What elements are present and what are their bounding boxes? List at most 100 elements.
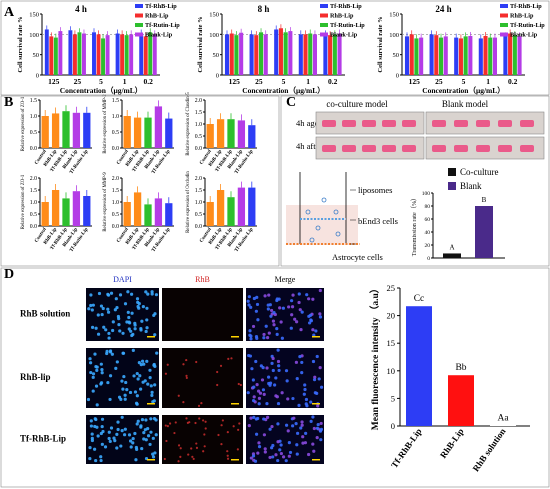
- cell-nucleus: [89, 370, 93, 375]
- bar-Tf-RhB-Lip-1: [298, 34, 303, 75]
- cell-nucleus: [295, 377, 299, 381]
- significance-letter: Aa: [497, 413, 509, 423]
- bar-Blank-Lip: [154, 106, 163, 148]
- cell-nucleus: [145, 359, 149, 363]
- y-tick-label: 1.5: [195, 188, 202, 194]
- cell-nucleus: [138, 374, 142, 378]
- cell-nucleus: [116, 427, 120, 432]
- bar-Tf-Rutin-Lip-0.2: [148, 32, 153, 75]
- cell-nucleus: [149, 430, 153, 434]
- well-sample: [454, 120, 468, 127]
- cell-nucleus: [250, 367, 254, 371]
- cell-nucleus: [263, 294, 267, 298]
- chart-title: 4 h: [75, 4, 87, 14]
- y-tick-label: 80: [425, 204, 431, 210]
- well-sample: [342, 145, 356, 152]
- legend-swatch: [500, 13, 508, 18]
- cell-nucleus: [284, 369, 289, 373]
- y-tick-label: 0: [396, 73, 399, 80]
- bar-RhB-Lip-5: [458, 38, 463, 75]
- cell-nucleus: [118, 329, 122, 333]
- cell-nucleus: [288, 450, 293, 455]
- cell-nucleus: [257, 402, 261, 406]
- bar-Tf-RhB-Lip-0.2: [139, 33, 144, 75]
- cell-nucleus: [266, 303, 270, 307]
- cell-nucleus: [286, 429, 290, 433]
- cell-nucleus: [99, 304, 104, 308]
- bar-Tf-RhB-Lip: [144, 117, 152, 148]
- cell-nucleus: [255, 302, 260, 307]
- cell-nucleus: [308, 321, 312, 325]
- cell-nucleus: [125, 320, 129, 324]
- cell-nucleus: [109, 426, 114, 430]
- cell-nucleus: [134, 458, 138, 462]
- cell-nucleus: [271, 443, 275, 448]
- bar-Tf-RhB-Lip-1: [478, 38, 483, 75]
- x-tick-label: 5: [99, 77, 103, 86]
- cell-nucleus: [220, 443, 223, 446]
- cell-nucleus: [152, 417, 157, 421]
- cell-nucleus: [152, 362, 156, 367]
- survival-chart-8h: 0 50 100 150 125 25 5 1 0.2 8 h Cell survival rate…: [197, 3, 365, 95]
- bar-Blank-Lip: [237, 187, 246, 226]
- cell-nucleus: [135, 422, 139, 426]
- cell-nucleus: [130, 311, 134, 315]
- y-tick-label: 1.0: [112, 114, 119, 120]
- cell-nucleus: [311, 328, 315, 332]
- scale-bar: [231, 336, 239, 338]
- bar-Blank-Lip-125: [419, 37, 424, 75]
- cell-nucleus: [280, 391, 284, 395]
- x-axis-label: Concentration（μg/mL）: [60, 85, 143, 95]
- diagram-label: bEnd3 cells: [358, 216, 398, 226]
- cell-nucleus: [106, 380, 110, 385]
- cell-nucleus: [284, 459, 288, 463]
- bar-Tf-RhB-Lip-25: [68, 30, 73, 75]
- cell-nucleus: [281, 455, 286, 459]
- cell-nucleus: [297, 300, 301, 305]
- cell-nucleus: [303, 441, 308, 445]
- y-tick-label: 100: [209, 32, 219, 39]
- cell-nucleus: [122, 433, 127, 437]
- cell-nucleus: [177, 394, 180, 397]
- bar-Tf-Rutin-Lip-1: [488, 37, 493, 75]
- microscopy-col-title: RhB: [195, 275, 210, 284]
- cell-nucleus: [253, 459, 258, 463]
- photo-col-title: Blank model: [442, 99, 489, 109]
- bar-Tf-RhB-Lip-5: [274, 29, 279, 76]
- y-axis-label: Mean fluorescence intensity （a.u）: [369, 284, 381, 431]
- bar-Tf-Rutin-Lip: [165, 118, 173, 148]
- cell-nucleus: [315, 436, 319, 440]
- significance-letter: Bb: [455, 363, 466, 373]
- cell-nucleus: [173, 431, 176, 435]
- cell-nucleus: [195, 360, 198, 364]
- cell-nucleus: [251, 454, 256, 458]
- cell-nucleus: [313, 375, 317, 379]
- cell-nucleus: [262, 392, 266, 396]
- cell-nucleus: [89, 293, 93, 297]
- cell-nucleus: [97, 291, 102, 296]
- y-tick-label: 50: [33, 52, 40, 59]
- cell-nucleus: [164, 372, 168, 375]
- cell-nucleus: [267, 293, 271, 297]
- diagram-label: Astrocyte cells: [332, 252, 383, 262]
- y-tick-label: 0.0: [195, 224, 202, 230]
- cell-nucleus: [226, 431, 229, 434]
- bar-Blank-Lip: [72, 191, 81, 226]
- legend-label: Tf-Rutin-Lip: [145, 22, 180, 29]
- bar-Tf-Rutin-Lip-25: [438, 37, 444, 75]
- bar-Control: [206, 202, 214, 226]
- panel-c: co-culture model Blank model 4h ago 4h afte…: [286, 99, 545, 262]
- microscopy-row-label: Tf-RhB-Lip: [20, 434, 66, 444]
- x-tick-label: 25: [255, 77, 263, 86]
- cell-nucleus: [297, 403, 301, 407]
- cell-nucleus: [252, 385, 256, 389]
- y-tick-label: 0.5: [195, 212, 202, 218]
- bar-Tf-Rutin-Lip: [83, 196, 91, 226]
- cell-nucleus: [123, 393, 127, 397]
- cell-nucleus: [311, 442, 315, 446]
- cell-nucleus: [254, 309, 258, 313]
- bar-Tf-Rutin-Lip: [83, 112, 91, 148]
- cell-nucleus: [153, 383, 157, 387]
- cell-nucleus: [89, 419, 93, 423]
- cell-nucleus: [91, 389, 95, 393]
